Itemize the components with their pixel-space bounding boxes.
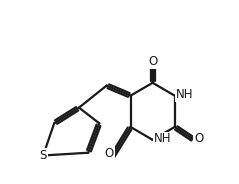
Text: NH: NH (176, 88, 194, 101)
Text: O: O (148, 55, 157, 68)
Text: O: O (105, 147, 114, 160)
Text: O: O (194, 132, 203, 145)
Text: S: S (39, 149, 47, 162)
Text: NH: NH (154, 132, 172, 145)
